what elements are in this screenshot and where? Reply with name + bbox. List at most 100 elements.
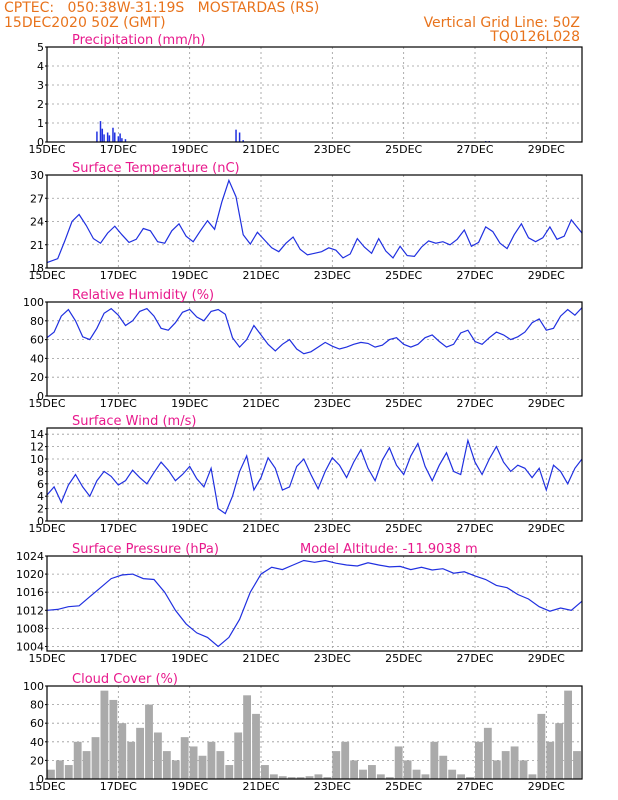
x-tick-label: 17DEC bbox=[100, 269, 137, 282]
y-tick-label: 27 bbox=[30, 192, 44, 205]
x-tick-label: 19DEC bbox=[171, 143, 208, 156]
panel-title: Surface Temperature (nC) bbox=[72, 161, 240, 176]
cloud-bar bbox=[359, 769, 367, 779]
y-tick-label: 0 bbox=[37, 390, 44, 403]
cloud-bar bbox=[457, 774, 466, 779]
cloud-bar bbox=[403, 760, 412, 779]
y-tick-label: 0 bbox=[37, 515, 44, 528]
x-tick-label: 27DEC bbox=[456, 522, 493, 535]
y-tick-label: 3 bbox=[37, 79, 44, 92]
y-tick-label: 40 bbox=[30, 352, 44, 365]
series-line bbox=[46, 307, 583, 355]
y-tick-label: 40 bbox=[30, 736, 44, 749]
x-tick-label: 15DEC bbox=[28, 652, 65, 665]
y-tick-label: 14 bbox=[30, 428, 44, 441]
x-tick-label: 27DEC bbox=[456, 652, 493, 665]
x-tick-label: 17DEC bbox=[100, 143, 137, 156]
x-tick-label: 27DEC bbox=[456, 269, 493, 282]
cloud-bar bbox=[501, 751, 510, 779]
cloud-bar bbox=[198, 755, 207, 779]
x-tick-label: 17DEC bbox=[100, 652, 137, 665]
x-tick-label: 19DEC bbox=[171, 397, 208, 410]
y-tick-label: 5 bbox=[37, 41, 44, 54]
x-tick-label: 29DEC bbox=[528, 522, 565, 535]
header-date: 15DEC2020 50Z (GMT) bbox=[4, 15, 166, 31]
cloud-bar bbox=[546, 741, 555, 779]
cloud-bar bbox=[189, 746, 198, 779]
cloud-bar bbox=[519, 760, 528, 779]
x-tick-label: 15DEC bbox=[28, 143, 65, 156]
x-tick-label: 27DEC bbox=[456, 780, 493, 793]
y-tick-label: 1 bbox=[37, 117, 44, 130]
x-tick-label: 19DEC bbox=[171, 269, 208, 282]
x-tick-label: 25DEC bbox=[385, 397, 422, 410]
x-tick-label: 15DEC bbox=[28, 397, 65, 410]
panel-0: 0 1 2 3 4 5 15DEC 17DEC 19DEC 21DEC 23DEC 25DEC 27DE… bbox=[28, 33, 583, 156]
cloud-bar bbox=[64, 765, 73, 779]
x-tick-label: 25DEC bbox=[385, 143, 422, 156]
y-tick-label: 21 bbox=[30, 239, 44, 252]
x-tick-label: 21DEC bbox=[242, 522, 279, 535]
cloud-bar bbox=[73, 741, 82, 779]
y-tick-label: 1008 bbox=[16, 622, 44, 635]
y-tick-label: 100 bbox=[23, 680, 44, 693]
y-tick-label: 60 bbox=[30, 334, 44, 347]
cloud-bar bbox=[225, 765, 234, 779]
x-tick-label: 19DEC bbox=[171, 780, 208, 793]
panel-5: 0 20 40 60 80 100 15DEC 17DEC 19DEC 21DEC 23DEC 25D… bbox=[23, 672, 583, 793]
x-tick-label: 23DEC bbox=[314, 652, 351, 665]
x-tick-label: 25DEC bbox=[385, 780, 422, 793]
y-tick-label: 2 bbox=[37, 98, 44, 111]
x-tick-label: 29DEC bbox=[528, 652, 565, 665]
cloud-bar bbox=[162, 751, 171, 779]
panel-1: 18 21 24 27 30 15DEC 17DEC 19DEC 21DEC 23DEC 25DEC… bbox=[28, 161, 583, 282]
series-line bbox=[46, 559, 583, 648]
cloud-bar bbox=[252, 713, 260, 779]
x-tick-label: 25DEC bbox=[385, 269, 422, 282]
cloud-bar bbox=[261, 765, 269, 779]
cloud-bar bbox=[385, 777, 394, 779]
y-tick-label: 1012 bbox=[16, 604, 44, 617]
cloud-bar bbox=[145, 704, 153, 779]
x-tick-label: 21DEC bbox=[242, 143, 279, 156]
cloud-bar bbox=[296, 777, 305, 779]
y-tick-label: 12 bbox=[30, 441, 44, 454]
cloud-bar bbox=[537, 713, 546, 779]
cloud-bar bbox=[305, 776, 314, 779]
y-tick-label: 2 bbox=[37, 503, 44, 516]
cloud-bar bbox=[100, 690, 109, 779]
x-tick-label: 15DEC bbox=[28, 780, 65, 793]
y-tick-label: 18 bbox=[30, 262, 44, 275]
x-tick-label: 29DEC bbox=[528, 780, 565, 793]
cloud-bar bbox=[475, 741, 483, 779]
cloud-bar bbox=[492, 760, 501, 779]
x-tick-label: 15DEC bbox=[28, 269, 65, 282]
y-tick-label: 80 bbox=[30, 699, 44, 712]
y-tick-label: 24 bbox=[30, 216, 44, 229]
x-tick-label: 29DEC bbox=[528, 143, 565, 156]
x-tick-label: 23DEC bbox=[314, 780, 351, 793]
x-tick-label: 15DEC bbox=[28, 522, 65, 535]
cloud-bar bbox=[82, 751, 91, 779]
x-tick-label: 21DEC bbox=[242, 397, 279, 410]
cloud-bar bbox=[269, 774, 278, 779]
y-tick-label: 100 bbox=[23, 296, 44, 309]
cloud-bar bbox=[368, 765, 376, 779]
x-tick-label: 17DEC bbox=[100, 397, 137, 410]
cloud-bar bbox=[394, 746, 403, 779]
cloud-bar bbox=[510, 746, 519, 779]
panel-frame bbox=[46, 46, 583, 143]
header-station: CPTEC: 050:38W-31:19S MOSTARDAS (RS) bbox=[4, 0, 319, 16]
x-tick-label: 21DEC bbox=[242, 780, 279, 793]
y-tick-label: 80 bbox=[30, 315, 44, 328]
cloud-bar bbox=[412, 769, 421, 779]
cloud-bar bbox=[528, 774, 537, 779]
cloud-bar bbox=[466, 777, 474, 779]
x-tick-label: 17DEC bbox=[100, 780, 137, 793]
cloud-bar bbox=[127, 741, 136, 779]
cloud-bar bbox=[171, 760, 180, 779]
cloud-bar bbox=[341, 741, 350, 779]
y-tick-label: 4 bbox=[37, 60, 44, 73]
panel-frame bbox=[46, 685, 583, 780]
cloud-bar bbox=[332, 751, 341, 779]
